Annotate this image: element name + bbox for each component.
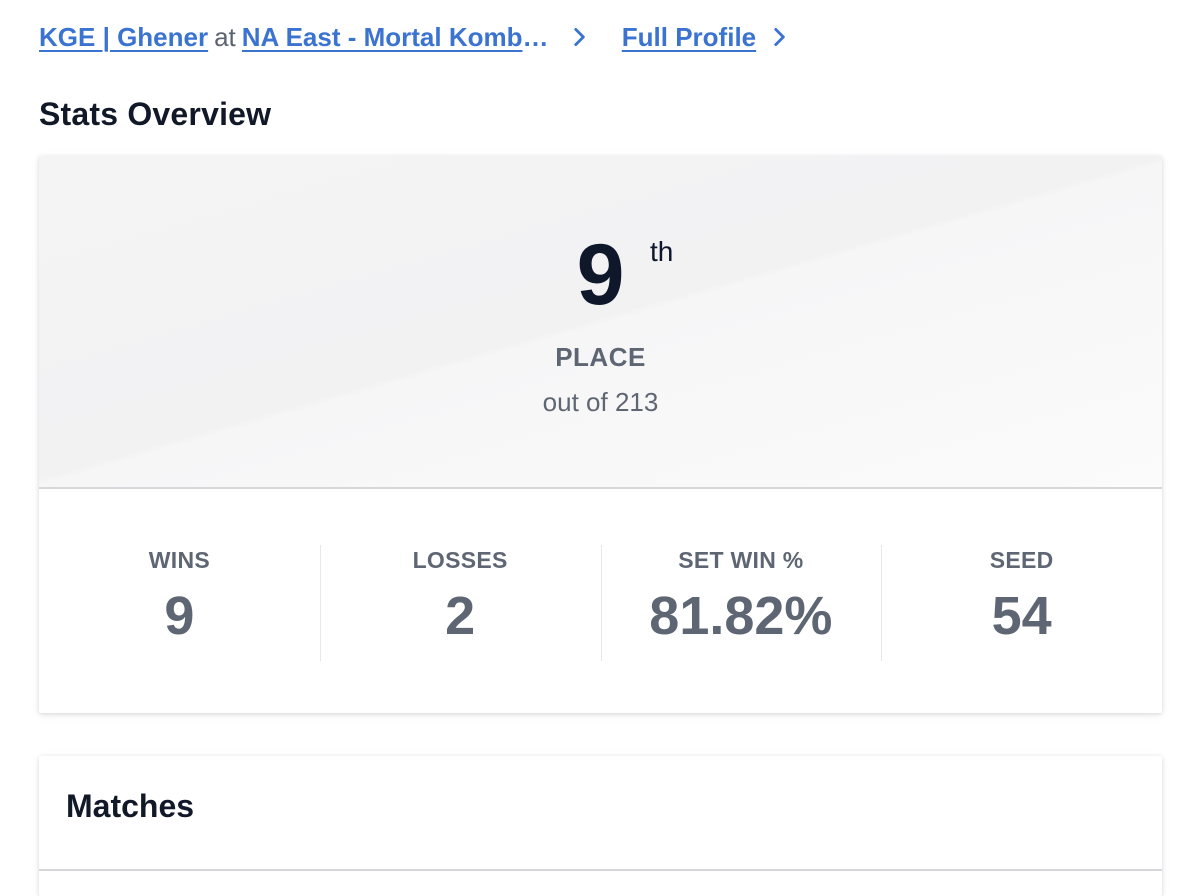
stat-label: SET WIN %	[678, 547, 804, 573]
stat-value: 9	[164, 586, 195, 646]
chevron-right-icon	[566, 24, 592, 50]
full-profile-link[interactable]: Full Profile	[622, 22, 792, 53]
stat-wins: WINS 9	[39, 489, 320, 713]
placement-panel: 9 th PLACE out of 213	[39, 156, 1162, 489]
stat-label: SEED	[989, 547, 1054, 573]
stat-value: 2	[445, 586, 476, 646]
event-link[interactable]: KGE | Ghener at NA East - Mortal Kombat …	[39, 22, 592, 53]
stat-value: 54	[991, 586, 1052, 646]
stat-value: 81.82%	[649, 586, 833, 646]
breadcrumb: KGE | Ghener at NA East - Mortal Kombat …	[39, 18, 792, 56]
full-profile-label[interactable]: Full Profile	[621, 21, 757, 52]
placement-suffix: th	[650, 236, 674, 267]
player-name[interactable]: KGE | Ghener	[39, 21, 209, 52]
stat-set-win-percent: SET WIN % 81.82%	[600, 489, 882, 713]
placement-total: out of 213	[542, 387, 659, 417]
event-name[interactable]: NA East - Mortal Kombat 11	[241, 21, 552, 52]
stats-overview-title: Stats Overview	[39, 96, 272, 132]
stat-label: WINS	[148, 547, 210, 573]
stats-card: 9 th PLACE out of 213 WINS 9 LOSSES 2 SE…	[39, 156, 1162, 713]
stat-seed: SEED 54	[881, 489, 1162, 713]
placement-label: PLACE	[555, 342, 646, 372]
placement-number: 9	[576, 227, 625, 323]
matches-card: Matches	[39, 756, 1162, 896]
stats-row: WINS 9 LOSSES 2 SET WIN % 81.82% SEED 54	[39, 489, 1162, 713]
stat-label: LOSSES	[412, 547, 508, 573]
matches-title: Matches	[66, 788, 195, 824]
at-separator: at	[214, 21, 236, 52]
divider	[39, 869, 1162, 871]
chevron-right-icon	[766, 24, 792, 50]
stat-losses: LOSSES 2	[319, 489, 601, 713]
